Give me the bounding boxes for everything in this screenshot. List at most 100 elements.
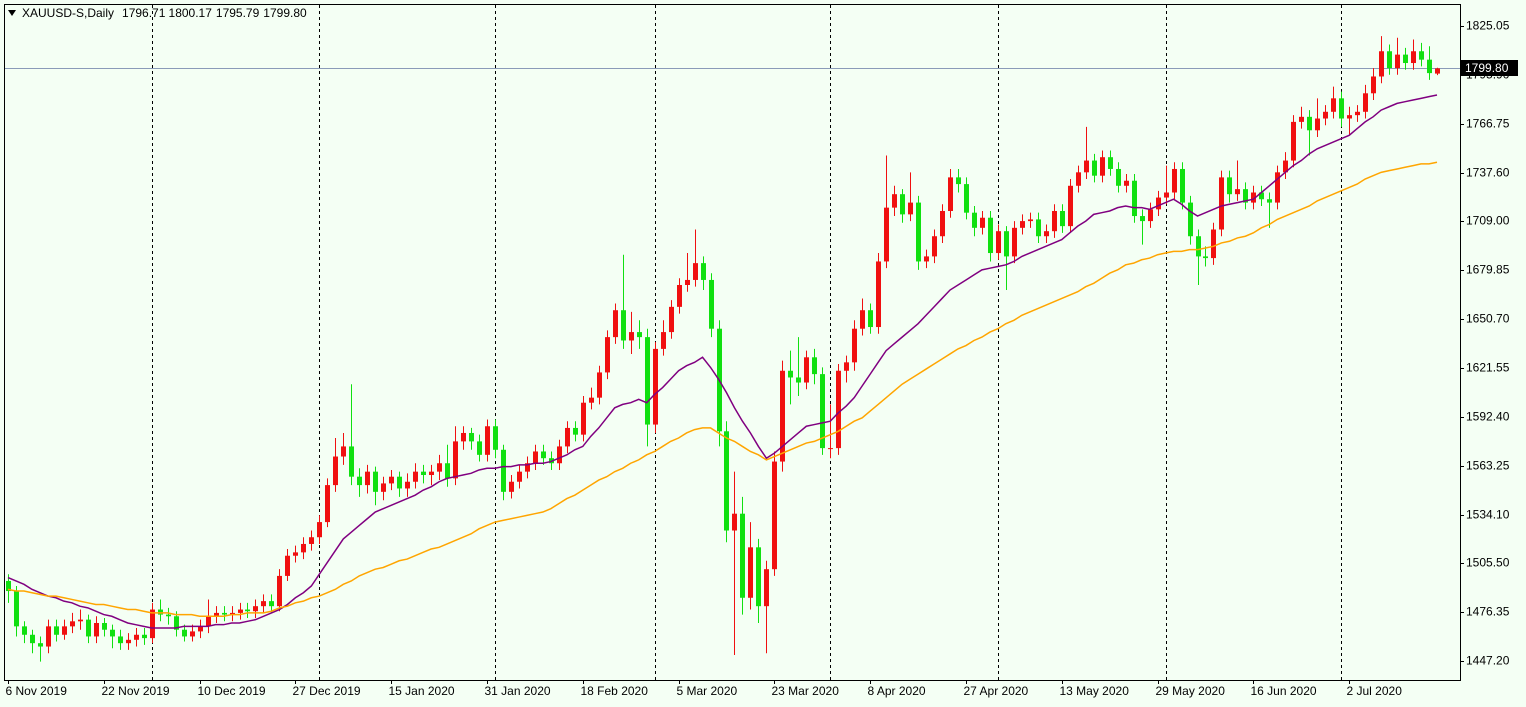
candle-body — [1339, 98, 1344, 119]
candle-body — [150, 609, 155, 639]
candle-body — [222, 612, 227, 615]
candle-body — [190, 631, 195, 637]
candle-body — [166, 614, 171, 617]
candle-body — [485, 426, 490, 455]
candle-body — [341, 446, 346, 457]
candle-body — [573, 427, 578, 435]
candle-body — [804, 357, 809, 383]
axis-layer: 1825.051795.901766.751737.601709.001679.… — [6, 19, 1518, 698]
candle-body — [501, 449, 506, 492]
candle-body — [1379, 51, 1384, 77]
plot-frame — [4, 4, 1461, 681]
candle-body — [389, 476, 394, 484]
candle-body — [677, 284, 682, 307]
candle-body — [94, 622, 99, 637]
candle-body — [900, 194, 905, 215]
candle-body — [669, 306, 674, 333]
candle-body — [629, 332, 634, 341]
candle-body — [277, 575, 282, 607]
x-tick-label: 10 Dec 2019 — [198, 684, 266, 698]
candle-body — [924, 256, 929, 262]
y-tick-label: 1766.75 — [1466, 117, 1510, 131]
x-tick-label: 29 May 2020 — [1156, 684, 1226, 698]
x-tick-label: 13 May 2020 — [1060, 684, 1130, 698]
candle-body — [86, 619, 91, 637]
candle-body — [1235, 189, 1240, 195]
candle-body — [972, 212, 977, 228]
candle-body — [1012, 227, 1017, 257]
candle-body — [764, 569, 769, 607]
price-tag-label: 1799.80 — [1465, 61, 1509, 75]
candle-body — [381, 483, 386, 492]
x-tick-label: 27 Apr 2020 — [964, 684, 1029, 698]
candle-body — [461, 432, 466, 442]
candle-body — [413, 471, 418, 482]
candle-body — [182, 629, 187, 637]
candle-body — [70, 621, 75, 627]
candle-body — [1427, 59, 1432, 74]
candle-body — [453, 441, 458, 479]
candle-body — [1084, 160, 1089, 173]
candle-body — [118, 636, 123, 644]
x-tick-label: 31 Jan 2020 — [485, 684, 551, 698]
y-tick-label: 1650.70 — [1466, 312, 1510, 326]
candle-body — [198, 626, 203, 632]
candle-body — [613, 310, 618, 338]
candle-body — [1196, 236, 1201, 257]
x-tick-label: 8 Apr 2020 — [868, 684, 926, 698]
candle-body — [397, 476, 402, 489]
candle-body — [1347, 115, 1352, 119]
candle-body — [142, 634, 147, 639]
candle-body — [206, 616, 211, 627]
ma-line — [7, 161, 1438, 618]
candle-body — [533, 451, 538, 464]
candle-body — [126, 639, 131, 644]
candle-body — [517, 471, 522, 482]
y-tick-label: 1825.05 — [1466, 19, 1510, 33]
candle-body — [1331, 98, 1336, 112]
candle-body — [285, 555, 290, 576]
candle-body — [1132, 180, 1137, 217]
candle-body — [493, 426, 498, 450]
candle-body — [309, 537, 314, 544]
candle-body — [1299, 116, 1304, 122]
candle-body — [1092, 160, 1097, 176]
candle-body — [581, 402, 586, 435]
candle-body — [1275, 172, 1280, 203]
candle-body — [876, 261, 881, 328]
candle-body — [1203, 256, 1208, 259]
candle-body — [1323, 111, 1328, 119]
candle-body — [261, 601, 266, 607]
candle-body — [868, 310, 873, 328]
candle-body — [892, 194, 897, 208]
y-tick-label: 1709.00 — [1466, 214, 1510, 228]
candle-body — [525, 463, 530, 472]
candle-body — [940, 211, 945, 237]
candle-body — [1355, 111, 1360, 116]
candle-body — [1435, 68, 1440, 74]
candle-body — [1259, 192, 1264, 200]
candle-body — [988, 217, 993, 254]
candle-body — [828, 448, 833, 450]
candle-body — [1188, 202, 1193, 237]
price-tag — [1461, 60, 1518, 76]
candle-body — [238, 609, 243, 613]
candle-body — [709, 279, 714, 329]
high-value: 1800.17 — [169, 6, 213, 20]
candle-body — [685, 279, 690, 285]
candle-body — [1315, 118, 1320, 131]
candle-body — [102, 622, 107, 630]
candle-body — [1172, 168, 1177, 193]
candle-body — [1108, 157, 1113, 169]
candle-body — [22, 626, 27, 635]
candle-body — [477, 441, 482, 455]
candle-body — [1020, 221, 1025, 228]
candle-body — [605, 337, 610, 373]
candle-body — [916, 202, 921, 262]
x-tick-label: 18 Feb 2020 — [581, 684, 649, 698]
candle-body — [1403, 54, 1408, 64]
candle-body — [948, 177, 953, 212]
candle-body — [158, 609, 163, 615]
menu-triangle[interactable] — [8, 10, 16, 16]
candle-body — [621, 310, 626, 341]
